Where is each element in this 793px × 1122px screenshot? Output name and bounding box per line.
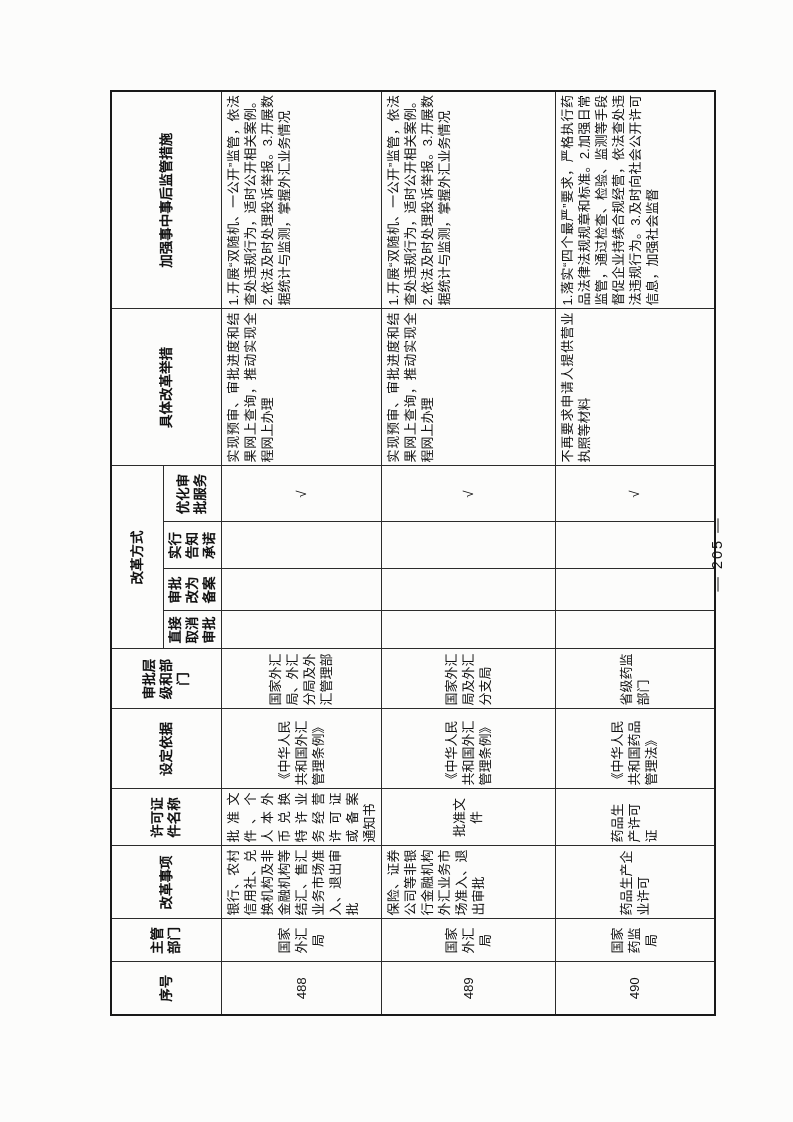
header-row-1: 序号 主管部门 改革事项 许可证件名称 设定依据 审批层级和部门 改革方式 具体… xyxy=(111,91,221,1015)
cell-mode-record xyxy=(555,569,715,611)
cell-item: 银行、农村信用社、兑换机构及非金融机构等结汇、售汇业务市场准入、退出审批 xyxy=(221,846,381,919)
cell-supervision: 1.落实“四个最严”要求，严格执行药品法律法规规章和标准。2.加强日常监管，通过… xyxy=(555,91,715,309)
header-dept: 主管部门 xyxy=(111,919,221,962)
header-mode-optimize: 优化审批服务 xyxy=(163,466,221,522)
cell-mode-cancel xyxy=(381,611,555,649)
cell-license: 批准文件 xyxy=(381,789,555,846)
header-item: 改革事项 xyxy=(111,846,221,919)
cell-supervision: 1.开展“双随机、一公开”监管，依法查处违规行为，适时公开相关案例。2.依法及时… xyxy=(381,91,555,309)
table-row-489: 489 国家外汇局 保险、证券公司等非银行金融机构外汇业务市场准入、退出审批 批… xyxy=(381,91,555,1015)
header-supervision: 加强事中事后监管措施 xyxy=(111,91,221,309)
cell-item: 药品生产企业许可 xyxy=(555,846,715,919)
cell-measures: 不再要求申请人提供营业执照等材料 xyxy=(555,309,715,466)
cell-dept: 国家外汇局 xyxy=(221,919,381,962)
cell-mode-notify xyxy=(555,522,715,569)
cell-dept: 国家药监局 xyxy=(555,919,715,962)
cell-seq: 488 xyxy=(221,962,381,1015)
cell-basis: 《中华人民共和国外汇管理条例》 xyxy=(221,709,381,789)
cell-basis: 《中华人民共和国外汇管理条例》 xyxy=(381,709,555,789)
header-mode-notify: 实行告知承诺 xyxy=(163,522,221,569)
cell-mode-notify xyxy=(381,522,555,569)
cell-license: 批准文件、个人本外币兑换特许业务经营许可证或备案通知书 xyxy=(221,789,381,846)
header-license: 许可证件名称 xyxy=(111,789,221,846)
cell-mode-record xyxy=(381,569,555,611)
page-number: — 205 — xyxy=(710,516,726,592)
cell-mode-optimize-checkmark: √ xyxy=(381,466,555,522)
cell-measures: 实现预审、审批进度和结果网上查询，推动实现全程网上办理 xyxy=(221,309,381,466)
cell-level: 国家外汇局、外汇分局及外汇管理部 xyxy=(221,649,381,709)
cell-mode-optimize-checkmark: √ xyxy=(221,466,381,522)
cell-license: 药品生产许可证 xyxy=(555,789,715,846)
cell-mode-cancel xyxy=(221,611,381,649)
cell-level: 国家外汇局及外汇分支局 xyxy=(381,649,555,709)
cell-seq: 490 xyxy=(555,962,715,1015)
header-mode-group: 改革方式 xyxy=(111,466,163,649)
cell-item: 保险、证券公司等非银行金融机构外汇业务市场准入、退出审批 xyxy=(381,846,555,919)
cell-seq: 489 xyxy=(381,962,555,1015)
cell-mode-cancel xyxy=(555,611,715,649)
header-mode-record: 审批改为备案 xyxy=(163,569,221,611)
cell-mode-notify xyxy=(221,522,381,569)
cell-mode-record xyxy=(221,569,381,611)
cell-mode-optimize-checkmark: √ xyxy=(555,466,715,522)
cell-measures: 实现预审、审批进度和结果网上查询，推动实现全程网上办理 xyxy=(381,309,555,466)
header-measures: 具体改革举措 xyxy=(111,309,221,466)
cell-level: 省级药监部门 xyxy=(555,649,715,709)
header-basis: 设定依据 xyxy=(111,709,221,789)
header-mode-cancel: 直接取消审批 xyxy=(163,611,221,649)
cell-dept: 国家外汇局 xyxy=(381,919,555,962)
header-seq: 序号 xyxy=(111,962,221,1015)
reform-items-table: 序号 主管部门 改革事项 许可证件名称 设定依据 审批层级和部门 改革方式 具体… xyxy=(110,90,716,1016)
table-row-488: 488 国家外汇局 银行、农村信用社、兑换机构及非金融机构等结汇、售汇业务市场准… xyxy=(221,91,381,1015)
table-row-490: 490 国家药监局 药品生产企业许可 药品生产许可证 《中华人民共和国药品管理法… xyxy=(555,91,715,1015)
cell-supervision: 1.开展“双随机、一公开”监管，依法查处违规行为，适时公开相关案例。2.依法及时… xyxy=(221,91,381,309)
cell-basis: 《中华人民共和国药品管理法》 xyxy=(555,709,715,789)
header-level: 审批层级和部门 xyxy=(111,649,221,709)
